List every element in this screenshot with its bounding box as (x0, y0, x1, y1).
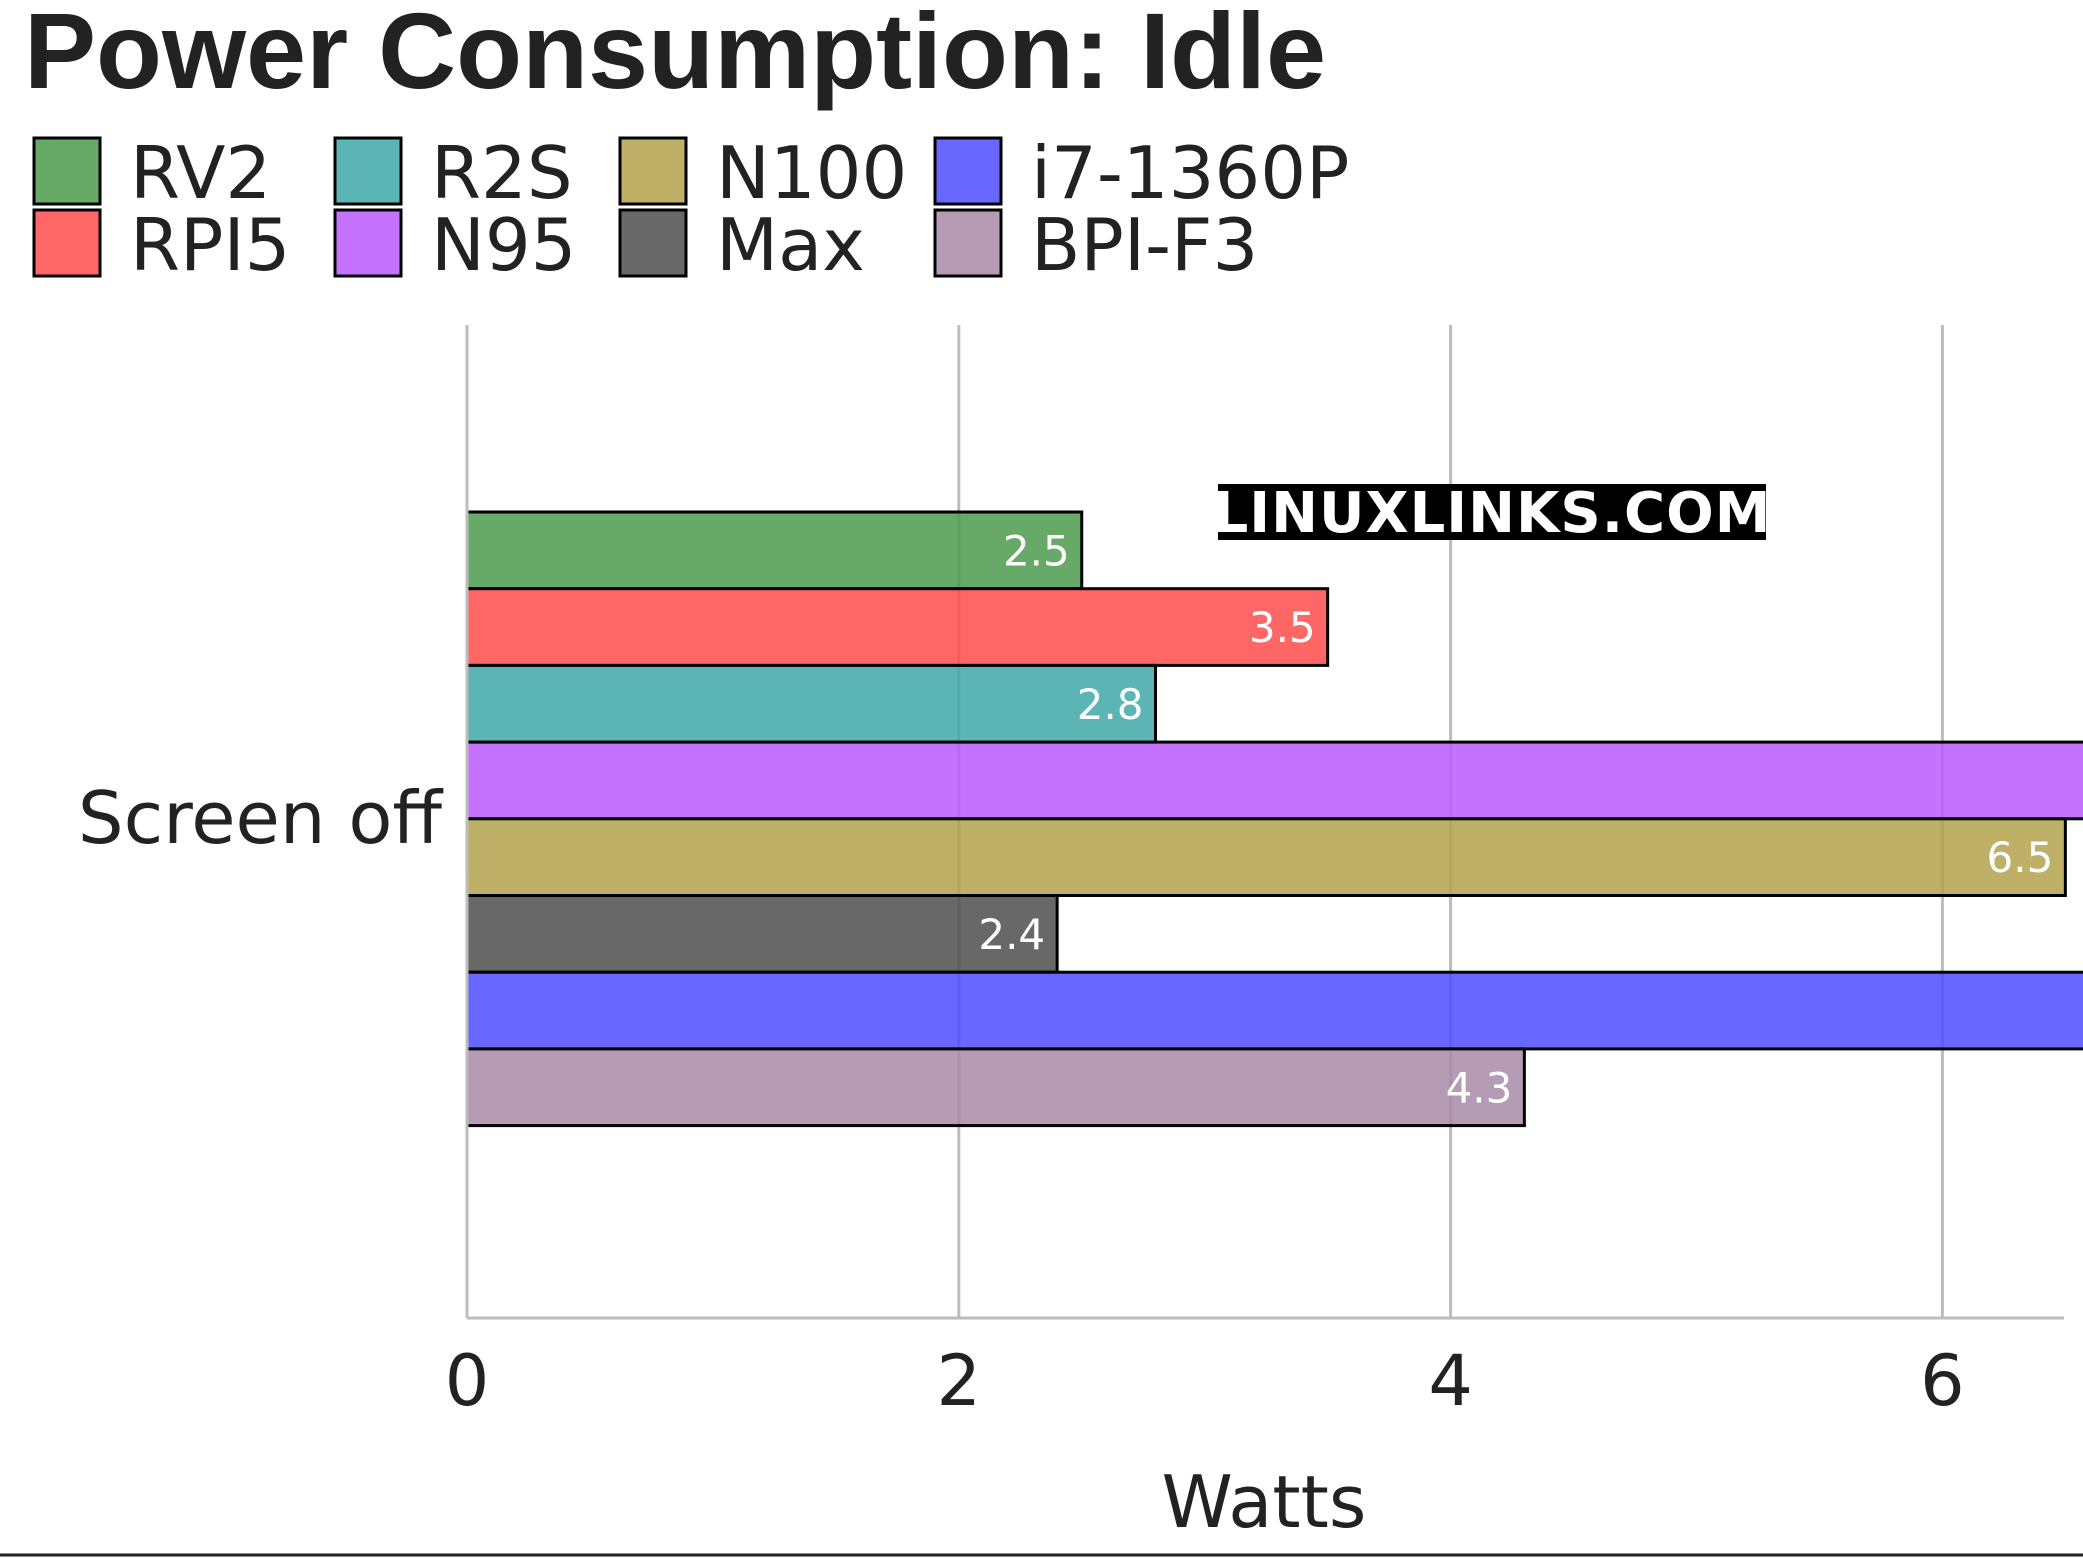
data-label-r2s: 2.8 (1077, 680, 1144, 729)
bar-rpi5 (465, 587, 1330, 667)
legend-label-max: Max (716, 203, 865, 287)
legend-item-i7-1360p: i7-1360P (933, 131, 1349, 215)
legend-item-n95: N95 (333, 203, 576, 287)
legend-label-i7-1360p: i7-1360P (1031, 131, 1349, 215)
legend-swatch-n95 (333, 208, 403, 278)
data-label-max: 2.4 (978, 910, 1045, 959)
watermark-text: LINUXLINKS.COM (1213, 481, 1772, 546)
legend-swatch-n100 (618, 136, 688, 206)
category-label-screen-off: Screen off (78, 776, 443, 860)
watermark-box (1218, 484, 1766, 540)
legend-item-r2s: R2S (333, 131, 573, 215)
legend-label-r2s: R2S (431, 131, 573, 215)
legend-item-bpi-f3: BPI-F3 (933, 203, 1258, 287)
legend-swatch-rv2 (32, 136, 102, 206)
legend-label-rpi5: RPI5 (130, 203, 291, 287)
legend-swatch-bpi-f3 (933, 208, 1003, 278)
legend-item-rpi5: RPI5 (32, 203, 291, 287)
legend-label-n95: N95 (431, 203, 576, 287)
legend-label-n100: N100 (716, 131, 907, 215)
bar-n100 (465, 817, 2067, 897)
legend-swatch-r2s (333, 136, 403, 206)
data-label-rv2: 2.5 (1003, 526, 1070, 575)
x-axis-label: Watts (1162, 1460, 1367, 1544)
legend-label-rv2: RV2 (130, 131, 271, 215)
legend-swatch-i7-1360p (933, 136, 1003, 206)
data-label-bpi-f3: 4.3 (1446, 1063, 1513, 1112)
axes (465, 325, 2064, 1320)
legend-item-max: Max (618, 203, 865, 287)
legend: RV2 R2S N100 i7-1360P RPI5 N95 Max BPI-F3 (32, 131, 1349, 287)
data-label-n100: 6.5 (1987, 833, 2054, 882)
bar-rv2 (465, 510, 1084, 591)
legend-swatch-rpi5 (32, 208, 102, 278)
data-label-rpi5: 3.5 (1249, 603, 1316, 652)
chart-title: Power Consumption: Idle (24, 0, 1326, 111)
x-tick-label-0: 0 (445, 1340, 490, 1422)
bar-max (465, 894, 1059, 974)
legend-item-n100: N100 (618, 131, 907, 215)
bars (465, 510, 2083, 1128)
data-labels: 2.53.52.87.86.52.412.74.3 (978, 526, 2054, 1112)
legend-item-rv2: RV2 (32, 131, 271, 215)
x-tick-labels: 024681012 (445, 1340, 1965, 1422)
bar-n95 (465, 740, 2083, 821)
x-tick-label-4: 4 (1428, 1340, 1473, 1422)
bar-r2s (465, 663, 1158, 744)
x-tick-label-2: 2 (937, 1340, 982, 1422)
legend-swatch-max (618, 208, 688, 278)
legend-label-bpi-f3: BPI-F3 (1031, 203, 1258, 287)
bar-bpi-f3 (465, 1047, 1526, 1128)
watermark: LINUXLINKS.COM (1213, 481, 1772, 546)
category-labels: Screen off (78, 776, 443, 860)
bar-i7-1360p (465, 970, 2083, 1051)
x-tick-label-6: 6 (1920, 1340, 1965, 1422)
